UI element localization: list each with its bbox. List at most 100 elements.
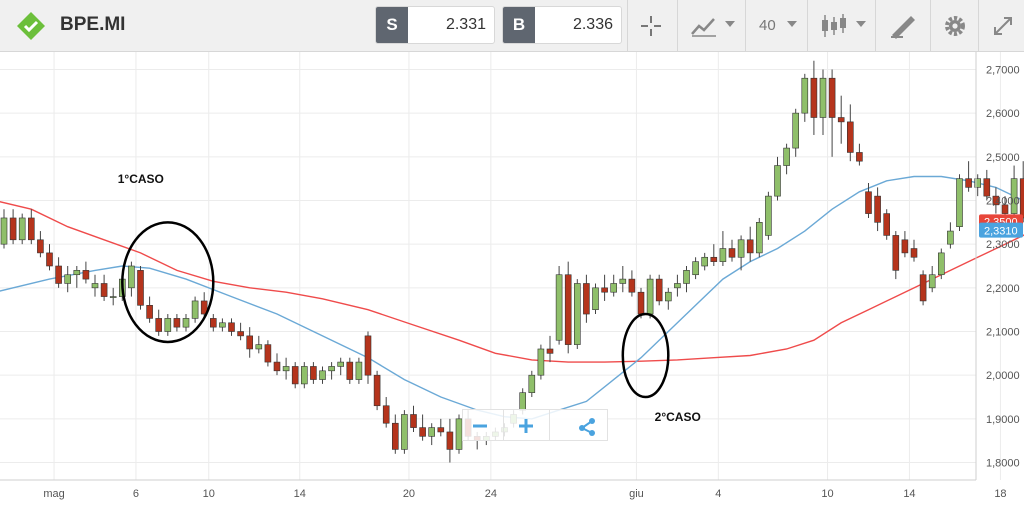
candle <box>310 362 317 384</box>
y-tick-label: 2,4000 <box>986 195 1020 207</box>
zoom-in-button[interactable] <box>515 416 537 436</box>
candle-body <box>937 252 945 276</box>
interval-dropdown[interactable]: 40 <box>745 0 807 52</box>
candle <box>91 274 99 297</box>
candle-body <box>974 178 982 188</box>
candle <box>264 340 272 367</box>
candle <box>783 143 790 175</box>
candle <box>182 314 190 332</box>
candle-body <box>364 335 372 376</box>
x-tick-label: 6 <box>133 488 139 500</box>
x-tick-label: 10 <box>203 488 215 500</box>
candle <box>337 357 345 376</box>
sell-quote-button[interactable]: S 2.331 <box>375 6 495 44</box>
candle-body <box>810 77 818 118</box>
candle <box>27 209 35 245</box>
candle <box>537 344 545 380</box>
etoro-logo-icon <box>17 12 45 40</box>
annotations: 1°CASO 2°CASO <box>118 172 701 424</box>
buy-quote-button[interactable]: B 2.336 <box>502 6 622 44</box>
candle-style-dropdown[interactable] <box>807 0 875 52</box>
candle <box>128 261 135 297</box>
candle-body <box>346 361 354 380</box>
candle <box>564 261 572 354</box>
candle-body <box>219 322 226 328</box>
y-tick-label: 2,2000 <box>986 283 1020 295</box>
fullscreen-button[interactable] <box>978 0 1024 52</box>
crosshair-button[interactable] <box>627 0 672 52</box>
chart-type-dropdown[interactable] <box>677 0 743 52</box>
line-chart-icon <box>691 18 716 37</box>
candle <box>810 60 818 135</box>
sell-label: S <box>376 7 408 43</box>
candle <box>64 266 71 293</box>
chart-toolbar: BPE.MI S 2.331 B 2.336 40 <box>0 0 1024 52</box>
candle-body <box>9 217 17 241</box>
candlesticks <box>0 60 1024 463</box>
zoom-controls <box>462 409 608 441</box>
chevron-down-icon <box>725 21 735 27</box>
candle-body <box>100 283 108 297</box>
candle-body <box>1019 178 1024 219</box>
candle-body <box>173 318 181 328</box>
candle-body <box>137 270 144 306</box>
candle <box>0 209 8 249</box>
candle <box>646 274 654 319</box>
candle <box>528 370 536 398</box>
candle <box>273 353 281 376</box>
candle-body <box>200 300 208 315</box>
candle <box>446 418 454 463</box>
candle <box>55 257 62 288</box>
candle-body <box>64 274 71 284</box>
candle-body <box>373 374 381 407</box>
candle-body <box>655 278 663 302</box>
candle-body <box>128 265 135 289</box>
candle-body <box>264 344 272 363</box>
y-tick-label: 2,3000 <box>986 239 1020 251</box>
candle <box>82 261 90 284</box>
candle-body <box>592 287 599 310</box>
candle-body <box>801 77 809 114</box>
candle-body <box>191 300 199 319</box>
candle <box>555 266 563 345</box>
candle-body <box>355 361 363 380</box>
candle <box>992 187 1000 214</box>
candle-body <box>273 361 281 372</box>
candle-body <box>874 195 881 223</box>
pen-draw-icon <box>891 16 915 39</box>
candle <box>410 405 417 432</box>
interval-label: 40 <box>759 17 776 34</box>
candle <box>210 314 217 332</box>
zoom-divider <box>549 410 550 440</box>
candle <box>191 296 199 323</box>
candle-body <box>947 230 954 245</box>
gear-icon <box>945 16 965 36</box>
last-price-badge <box>979 222 1023 238</box>
candle-body <box>983 178 991 197</box>
settings-button[interactable] <box>930 0 978 52</box>
candle <box>965 161 972 192</box>
candle-body <box>646 278 654 315</box>
annotation-label: 2°CASO <box>655 410 701 424</box>
candle-body <box>919 274 927 302</box>
drawing-tools-button[interactable] <box>875 0 930 52</box>
price-chart[interactable]: 1°CASO 2°CASO 2,7000 2,6000 2,5000 2,4000 2,3… <box>0 52 1024 512</box>
candle <box>282 357 290 380</box>
y-tick-label: 2,6000 <box>986 108 1020 120</box>
candle <box>237 322 244 341</box>
candle-body <box>337 361 345 367</box>
zoom-divider <box>503 410 504 440</box>
zoom-out-button[interactable] <box>469 416 491 436</box>
candle <box>355 357 363 384</box>
candle-body <box>664 291 672 302</box>
candle <box>100 274 108 301</box>
candle <box>628 270 636 297</box>
candle <box>219 318 226 332</box>
candle-body <box>746 239 754 254</box>
share-button[interactable] <box>575 414 599 438</box>
candle-body <box>774 165 781 197</box>
candle-body <box>182 318 190 328</box>
candle <box>173 314 181 332</box>
candle-body <box>674 283 681 289</box>
annotation-ellipse <box>121 221 215 344</box>
